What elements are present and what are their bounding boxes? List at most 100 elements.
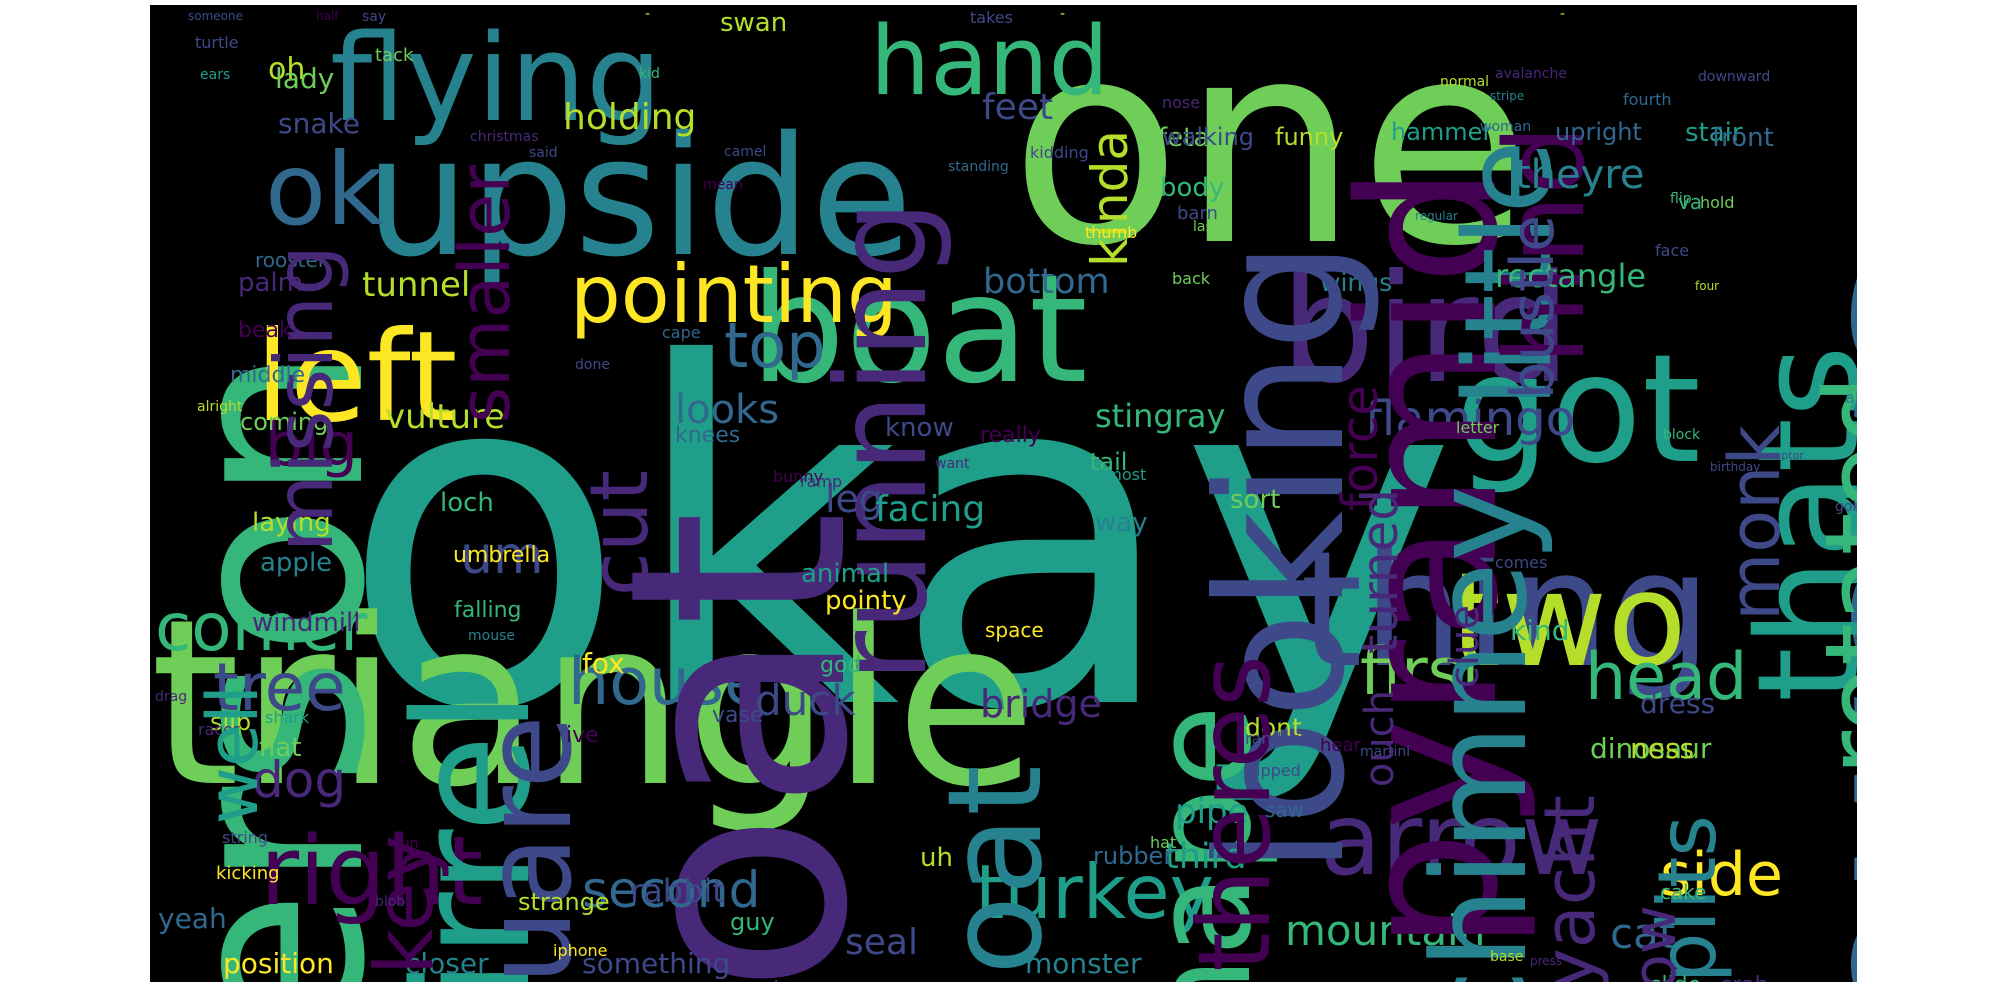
word-swan-103: swan xyxy=(720,8,788,38)
word-got-8: got xyxy=(1455,323,1701,497)
word-seal-34: seal xyxy=(845,922,918,963)
word-speedboat-118: speedboat xyxy=(919,765,1071,982)
word-arrow-12: arrow xyxy=(1320,781,1603,898)
word-animal-86: animal xyxy=(801,559,890,589)
word-camel-154: camel xyxy=(724,144,767,160)
word-facing-58: facing xyxy=(875,489,986,530)
word-letter-187: letter xyxy=(1456,418,1500,437)
word-hear-131: hear xyxy=(1320,735,1361,756)
word-hold-171: hold xyxy=(1700,193,1735,212)
word-second-27: second xyxy=(582,861,761,919)
word-flamingo-31: flamingo xyxy=(1365,391,1575,447)
word-funny-97: funny xyxy=(1275,123,1344,151)
word-thumb-160: thumb xyxy=(1085,223,1138,242)
word-slide-124: slide xyxy=(1650,975,1701,983)
word-guy-95: guy xyxy=(730,908,775,936)
word-rabbit-67: rabbit xyxy=(630,872,725,910)
word-alright-150: alright xyxy=(197,399,243,415)
word-loch-81: loch xyxy=(440,488,494,518)
word-well-143: well xyxy=(192,685,274,825)
word-falling-113: falling xyxy=(454,598,522,623)
word-strange-94: strange xyxy=(518,888,610,916)
word-sorry-126: sorry xyxy=(677,978,723,983)
word-space-117: space xyxy=(985,618,1044,642)
word-parallelogram-192: parallelogram xyxy=(1841,480,1857,982)
word-someone-181: someone xyxy=(188,9,243,23)
word-woman-172: woman xyxy=(1480,119,1532,135)
word-top-28: top xyxy=(724,309,826,382)
word-laying-80: laying xyxy=(252,508,331,538)
word-flying-10: flying xyxy=(330,10,663,149)
word-first-21: first xyxy=(1360,635,1488,710)
word-bridge-36: bridge xyxy=(980,682,1102,726)
word-duck-38: duck xyxy=(755,676,856,725)
word-mouse-145: mouse xyxy=(468,628,515,644)
word-one-1: one xyxy=(1010,5,1532,308)
word-dinosaur-74: dinosaur xyxy=(1590,732,1712,765)
word-god-116: god xyxy=(820,653,862,678)
word-left-13: left xyxy=(255,305,458,450)
word-say-179: say xyxy=(362,9,387,25)
word-pipe-64: pipe xyxy=(1175,792,1249,832)
word-boat-4: boat xyxy=(750,243,1088,417)
word-holding-42: holding xyxy=(563,97,697,138)
word-palm-78: palm xyxy=(238,268,303,298)
word-snake-41: snake xyxy=(278,107,360,140)
word-martini-138: martini xyxy=(1360,744,1411,760)
word-kinda-159: kinda xyxy=(1081,130,1139,267)
word-mean-152: mean xyxy=(703,177,743,193)
word-tunnel-50: tunnel xyxy=(362,265,471,305)
word-bunny-146: bunny xyxy=(773,467,824,486)
word-takes-178: takes xyxy=(970,8,1013,27)
word-fourth-175: fourth xyxy=(1623,90,1672,109)
word-corner-19: corner xyxy=(155,589,368,666)
word-half-180: half xyxy=(316,9,339,23)
word-oh-43: oh xyxy=(268,52,306,87)
word-cape-149: cape xyxy=(662,323,701,342)
word-smaller-156: smaller xyxy=(444,165,526,424)
word-regular-165: regular xyxy=(1415,209,1458,223)
word-vulture-51: vulture xyxy=(385,397,506,437)
word-air-190: air xyxy=(1845,388,1857,407)
word-dash-200: - xyxy=(645,6,651,22)
word-pointing-17: pointing xyxy=(570,248,898,341)
word-two-9: two xyxy=(1450,544,1687,696)
word-tack-184: tack xyxy=(375,45,414,66)
word-press-141: press xyxy=(1530,954,1563,968)
word-vase-114: vase xyxy=(712,703,764,728)
word-tail-91: tail xyxy=(1090,448,1128,476)
word-standing-158: standing xyxy=(948,159,1009,175)
word-repeat-127: repeat xyxy=(728,978,780,983)
word-turkey-15: turkey xyxy=(975,848,1215,936)
word-racer-137: racer xyxy=(198,720,240,739)
word-last-164: last xyxy=(1193,219,1219,235)
word-turtle-182: turtle xyxy=(195,33,239,52)
word-blob-135: blob xyxy=(375,894,406,910)
word-rooster-104: rooster xyxy=(255,248,327,272)
word-cut-109: cut xyxy=(573,470,666,597)
word-stingray-52: stingray xyxy=(1095,397,1226,435)
word-dash-201: - xyxy=(1060,6,1066,22)
word-third-63: third xyxy=(1165,837,1247,877)
word-stripe-173: stripe xyxy=(1490,89,1525,103)
word-triangle-2: triangle xyxy=(150,571,1037,838)
word-va-167: va xyxy=(1678,190,1703,214)
word-raptor-189: raptor xyxy=(1770,449,1804,462)
word-apple-79: apple xyxy=(260,548,333,578)
word-ouch-198: ouch xyxy=(1357,690,1403,788)
word-iphone-128: iphone xyxy=(553,941,608,960)
word-want-199: want xyxy=(935,456,970,472)
word-hand-11: hand xyxy=(870,7,1109,117)
word-looks-40: looks xyxy=(675,387,780,433)
word-feet-45: feet xyxy=(982,87,1054,128)
word-pointy-87: pointy xyxy=(825,586,907,616)
word-rectangle-53: rectangle xyxy=(1495,257,1647,295)
word-walking-102: walking xyxy=(1162,123,1255,151)
word-ive-115: ive xyxy=(566,723,599,748)
word-cat-33: cat xyxy=(1610,909,1676,958)
word-really-111: really xyxy=(980,423,1041,448)
word-middle-107: middle xyxy=(230,363,306,388)
word-theyre-48: theyre xyxy=(1515,152,1645,198)
word-kind-59: kind xyxy=(1510,614,1570,647)
word-mountain-32: mountain xyxy=(1285,906,1486,955)
